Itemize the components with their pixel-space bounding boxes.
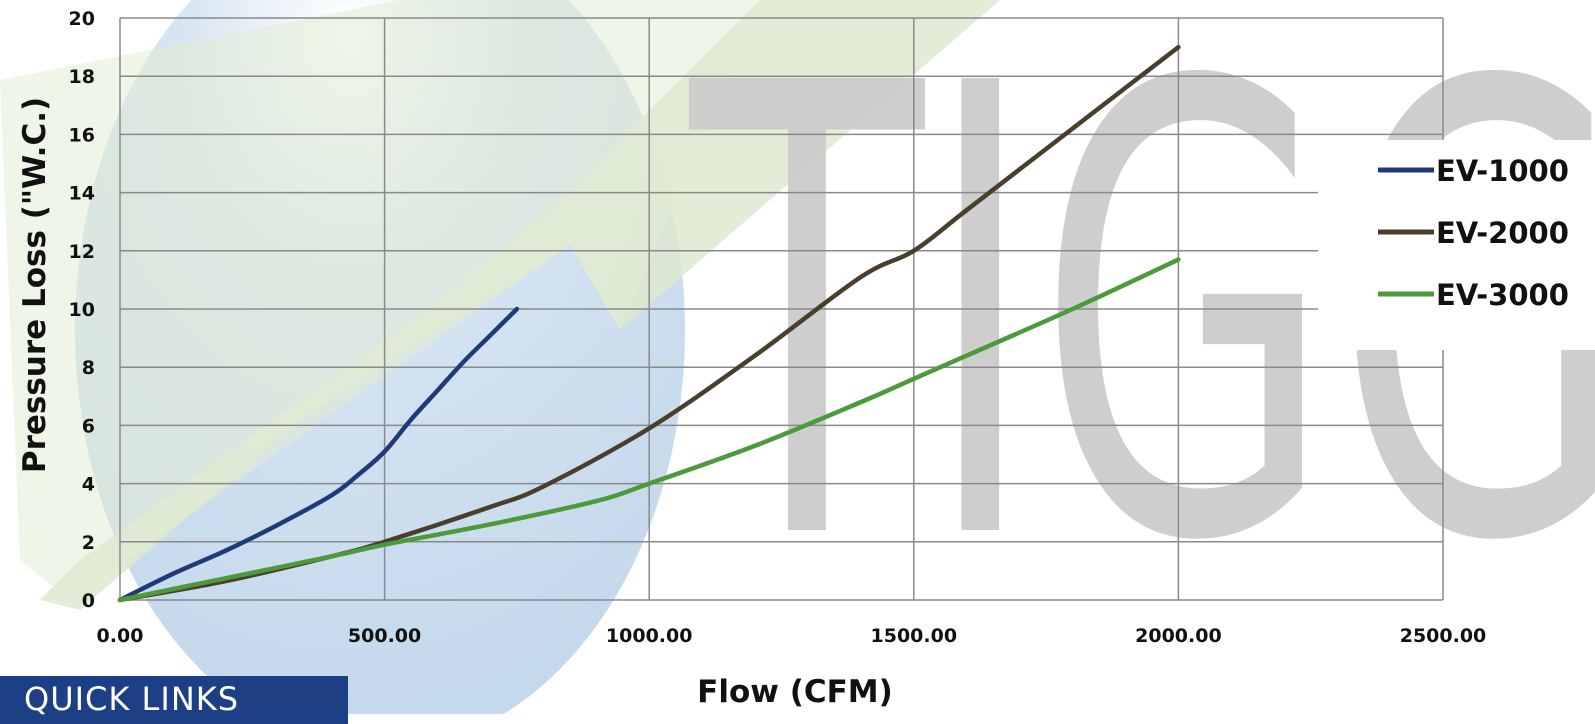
y-tick-label: 16	[69, 124, 95, 146]
y-tick-label: 18	[69, 66, 95, 88]
series-line-ev-3000	[117, 257, 1181, 603]
legend-label: EV-3000	[1436, 278, 1569, 312]
y-axis-title: Pressure Loss ("W.C.)	[17, 97, 53, 473]
x-tick-label: 1000.00	[606, 625, 693, 647]
series-lines	[117, 44, 1181, 603]
y-tick-label: 10	[69, 299, 95, 321]
legend-background	[1318, 140, 1595, 350]
series-line-ev-1000	[117, 306, 520, 603]
x-tick-label: 2500.00	[1400, 625, 1487, 647]
x-tick-labels: 0.00 500.00 1000.00 1500.00 2000.00 2500.00	[97, 625, 1487, 647]
watermark-logo	[0, 0, 1000, 714]
legend-label: EV-2000	[1436, 216, 1569, 250]
y-tick-label: 12	[69, 241, 95, 263]
legend-label: EV-1000	[1436, 154, 1569, 188]
grid-lines	[119, 17, 1444, 601]
y-tick-label: 14	[69, 183, 95, 205]
y-tick-label: 6	[82, 415, 95, 437]
x-axis-title: Flow (CFM)	[697, 674, 893, 710]
quick-links-button[interactable]: QUICK LINKS	[0, 676, 348, 724]
y-tick-label: 4	[82, 474, 95, 496]
x-tick-label: 2000.00	[1135, 625, 1222, 647]
y-tick-label: 20	[69, 8, 95, 30]
y-tick-labels: 0 2 4 6 8 10 12 14 16 18 20	[69, 8, 95, 612]
y-tick-label: 2	[82, 532, 95, 554]
x-tick-label: 1500.00	[871, 625, 958, 647]
x-tick-label: 0.00	[97, 625, 144, 647]
legend: EV-1000 EV-2000 EV-3000	[1378, 154, 1569, 312]
x-tick-label: 500.00	[348, 625, 421, 647]
y-tick-label: 8	[82, 357, 95, 379]
y-tick-label: 0	[82, 590, 95, 612]
